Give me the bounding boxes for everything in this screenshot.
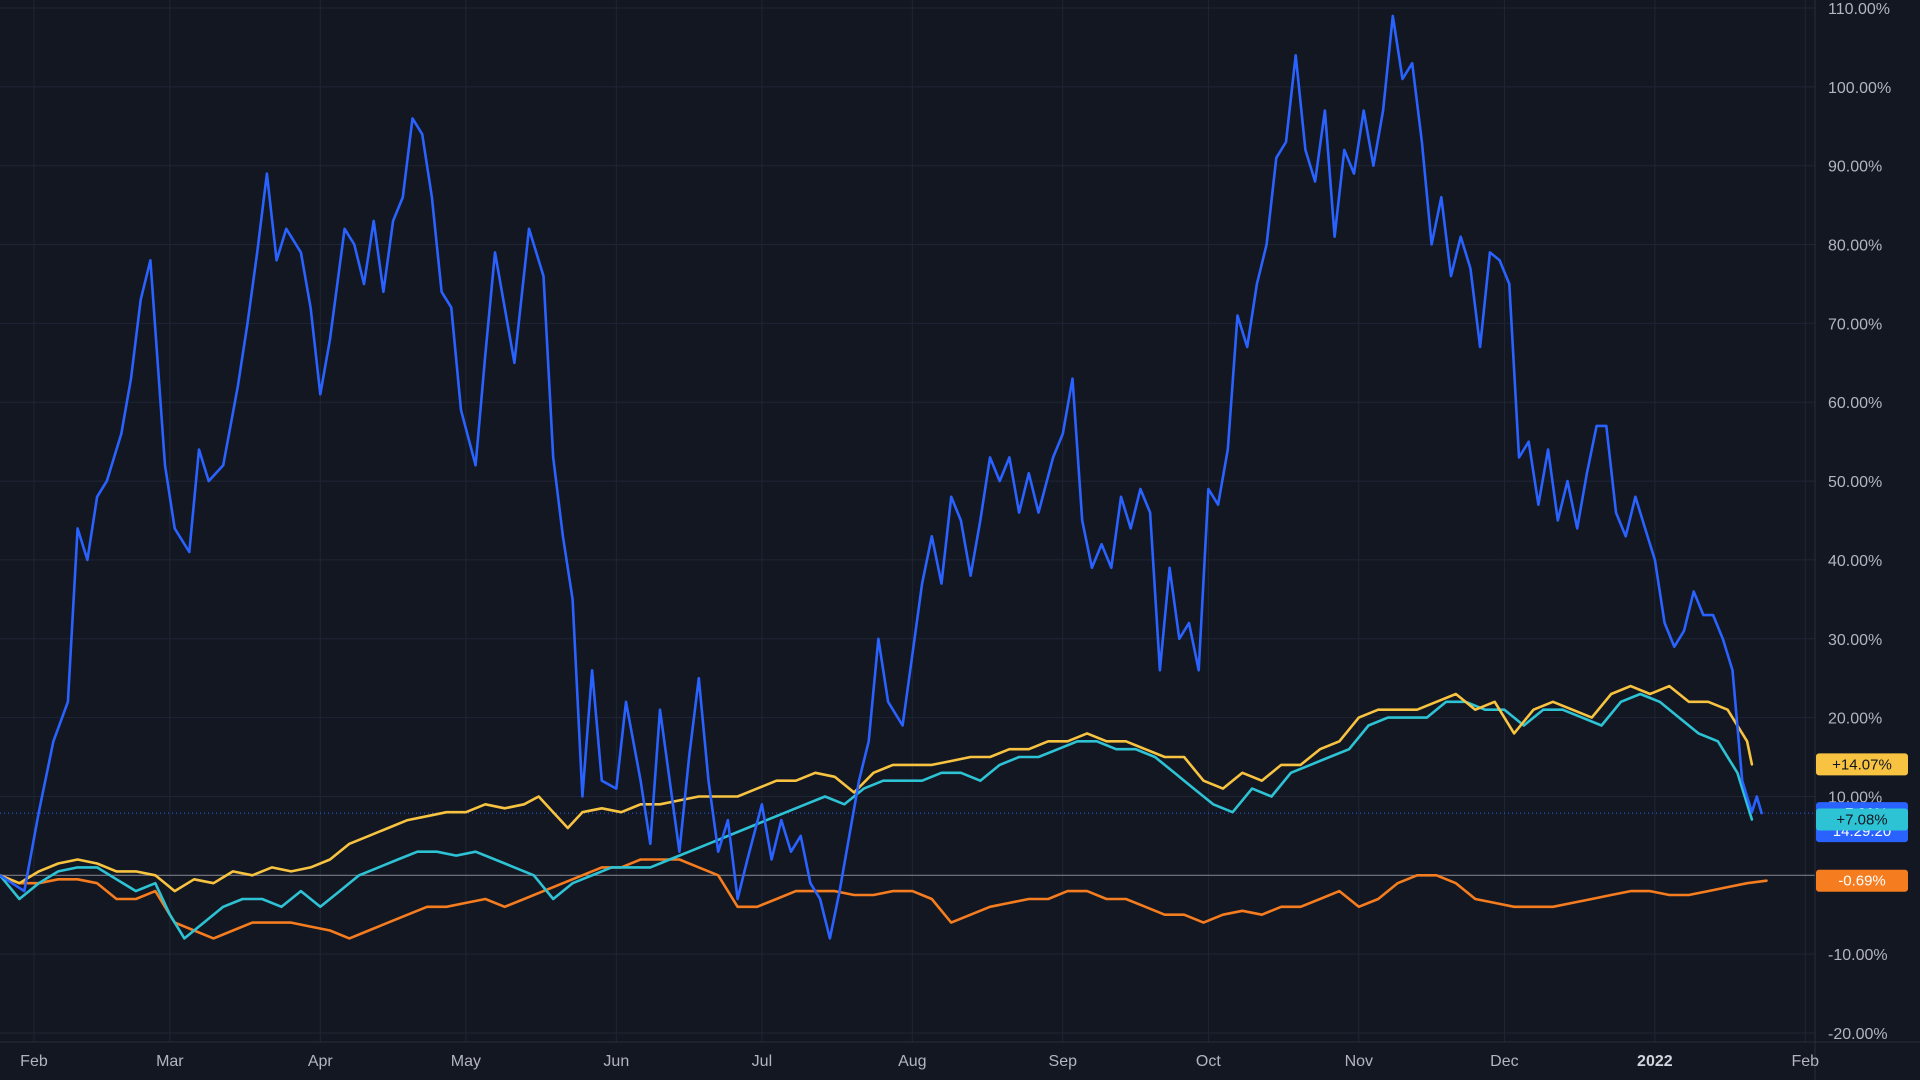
y-tick-label: 30.00% [1828, 632, 1882, 649]
x-tick-label: Oct [1196, 1053, 1221, 1070]
x-tick-label: Feb [20, 1053, 48, 1070]
badge-value-2: +7.08% [1836, 811, 1887, 828]
x-tick-label: Nov [1345, 1053, 1373, 1070]
x-tick-label: Mar [156, 1053, 184, 1070]
y-tick-label: 100.00% [1828, 80, 1891, 97]
y-tick-label: 40.00% [1828, 553, 1882, 570]
time-axis[interactable]: Feb Mar Apr May Jun Jul Aug Sep Oct Nov Dec 2022 Feb [20, 1053, 1819, 1070]
x-tick-label: Feb [1792, 1053, 1820, 1070]
badge-value-1: +14.07% [1832, 756, 1892, 773]
series-line-0[interactable] [0, 14, 1763, 940]
series-line-2[interactable] [0, 692, 1754, 940]
y-tick-label: 60.00% [1828, 395, 1882, 412]
y-tick-label: 20.00% [1828, 711, 1882, 728]
y-tick-label: -20.00% [1828, 1026, 1888, 1043]
y-tick-label: -10.00% [1828, 947, 1888, 964]
grid-layer [0, 0, 1815, 1042]
x-tick-label: Apr [308, 1053, 334, 1070]
y-tick-label: 90.00% [1828, 159, 1882, 176]
last-value-badges: +7.89%14:29:20+14.07%+7.08%-0.69% [1816, 753, 1908, 892]
zero-line-layer [0, 812, 1815, 876]
badge-bg-3 [1816, 869, 1908, 892]
series-line-3[interactable] [0, 858, 1768, 940]
x-tick-label: Jun [603, 1053, 629, 1070]
series-layer[interactable] [0, 14, 1768, 940]
y-tick-label: 80.00% [1828, 238, 1882, 255]
x-tick-label: Sep [1049, 1053, 1078, 1070]
series-line-1[interactable] [0, 684, 1754, 893]
badge-bg-1 [1816, 753, 1908, 776]
badge-value-3: -0.69% [1838, 873, 1886, 890]
y-tick-label: 50.00% [1828, 474, 1882, 491]
x-tick-label: Aug [898, 1053, 926, 1070]
y-tick-label: 110.00% [1828, 1, 1890, 18]
x-tick-label: 2022 [1637, 1053, 1673, 1070]
x-tick-label: Dec [1490, 1053, 1518, 1070]
y-tick-label: 70.00% [1828, 316, 1882, 333]
x-tick-label: May [451, 1053, 481, 1070]
badge-bg-2 [1816, 808, 1908, 831]
x-tick-label: Jul [752, 1053, 772, 1070]
